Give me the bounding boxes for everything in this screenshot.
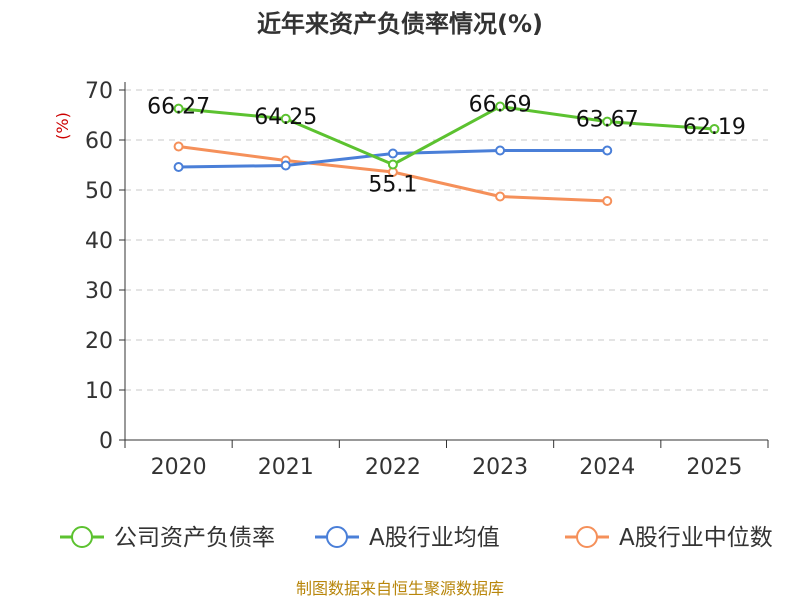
data-point xyxy=(709,124,720,135)
legend-swatch-marker xyxy=(576,526,598,548)
y-tick-label: 0 xyxy=(99,429,113,454)
source-note: 制图数据来自恒生聚源数据库 xyxy=(296,579,504,598)
grid-lines xyxy=(125,89,768,391)
data-point xyxy=(602,145,613,156)
data-label: 62.19 xyxy=(683,115,746,140)
y-tick-label: 60 xyxy=(85,129,113,154)
x-tick-label: 2024 xyxy=(579,455,635,480)
data-point xyxy=(602,196,613,206)
legend-label: 公司资产负债率 xyxy=(114,525,275,551)
x-tick-label: 2020 xyxy=(151,455,207,480)
y-tick-label: 40 xyxy=(85,229,113,254)
data-point xyxy=(495,191,506,202)
data-point xyxy=(173,162,184,172)
data-point xyxy=(602,116,613,127)
series-line xyxy=(178,105,715,166)
data-point xyxy=(387,159,398,170)
y-tick-label: 50 xyxy=(85,179,113,204)
legend: 公司资产负债率 A股行业均值 A股行业中位数 xyxy=(60,525,773,551)
x-tick-label: 2021 xyxy=(258,455,314,480)
y-tick-label: 30 xyxy=(85,279,113,304)
data-label: 64.25 xyxy=(254,105,317,130)
x-tick-label: 2025 xyxy=(686,455,742,480)
data-label: 55.1 xyxy=(368,173,417,198)
x-tick-label: 2022 xyxy=(365,455,421,480)
axes: 0 10 20 30 40 50 60 70 2020 2021 2022 2023 2024 2025 xyxy=(85,79,769,480)
y-tick-label: 10 xyxy=(85,379,113,404)
data-label: 63.67 xyxy=(576,108,639,133)
legend-swatch-marker xyxy=(71,526,93,548)
chart-title: 近年来资产负债率情况(%) xyxy=(257,10,543,38)
data-point xyxy=(280,113,291,124)
y-tick-label: 20 xyxy=(85,329,113,354)
legend-label: A股行业均值 xyxy=(369,525,500,551)
data-point xyxy=(280,160,291,171)
data-point xyxy=(495,101,506,112)
y-tick-label: 70 xyxy=(85,79,113,104)
legend-swatch-marker xyxy=(326,526,348,548)
data-labels: 66.27 64.25 55.1 66.69 63.67 62.19 xyxy=(147,93,746,198)
data-point xyxy=(387,148,398,159)
data-point xyxy=(495,145,506,156)
x-tick-label: 2023 xyxy=(472,455,528,480)
data-label: 66.69 xyxy=(469,93,532,118)
y-axis-label: (%) xyxy=(53,112,72,140)
data-label: 66.27 xyxy=(147,95,210,120)
data-point xyxy=(173,141,184,152)
data-point xyxy=(173,103,184,114)
legend-label: A股行业中位数 xyxy=(619,525,773,551)
series-lines xyxy=(173,101,720,206)
